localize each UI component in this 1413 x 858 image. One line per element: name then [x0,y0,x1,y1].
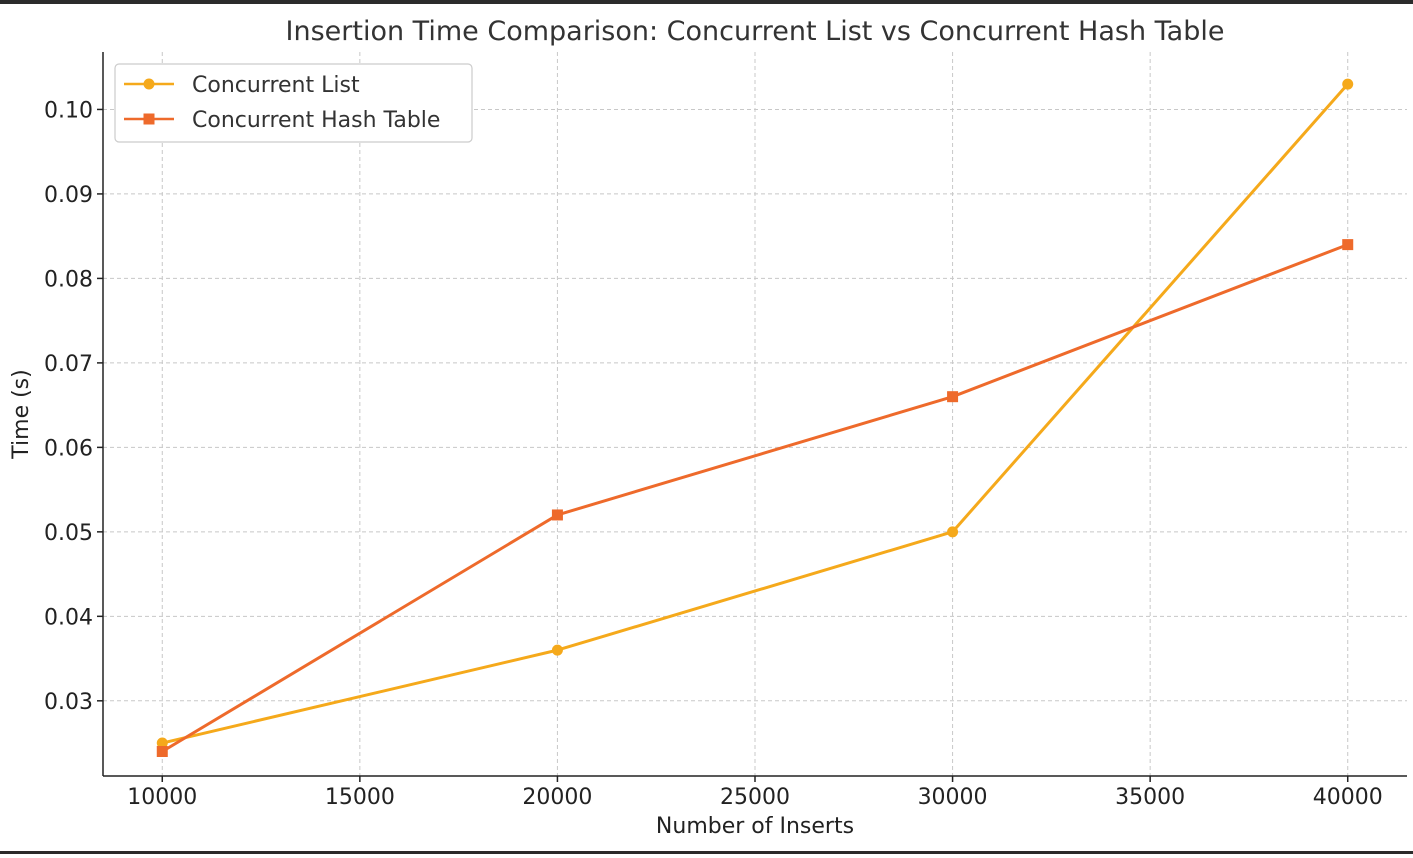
legend-marker-concurrent-list [143,78,155,90]
x-axis-ticks: 10000 15000 20000 25000 30000 35000 40000 [127,776,1383,810]
legend-label-concurrent-hash-table: Concurrent Hash Table [192,108,440,133]
x-tick-label: 40000 [1313,785,1383,810]
series-concurrent-list [156,78,1354,749]
x-tick-label: 10000 [127,785,197,810]
x-tick-label: 15000 [325,785,395,810]
data-point-concurrent-hash-table [947,391,959,403]
grid [103,52,1407,776]
legend-label-concurrent-list: Concurrent List [192,73,360,98]
x-tick-label: 25000 [720,785,790,810]
y-tick-label: 0.03 [44,690,93,715]
y-tick-label: 0.06 [44,436,93,461]
data-point-concurrent-list [947,526,959,538]
y-tick-label: 0.08 [44,267,93,292]
legend-marker-concurrent-hash-table [143,113,155,125]
x-tick-label: 35000 [1115,785,1185,810]
x-tick-label: 30000 [918,785,988,810]
series [156,78,1354,758]
y-tick-label: 0.04 [44,605,93,630]
data-point-concurrent-list [551,644,563,656]
data-point-concurrent-hash-table [156,746,168,758]
y-tick-label: 0.05 [44,521,93,546]
y-tick-label: 0.10 [44,98,93,123]
series-line-concurrent-list [161,83,1349,745]
chart-title: Insertion Time Comparison: Concurrent Li… [286,16,1225,47]
data-point-concurrent-hash-table [551,509,563,521]
data-point-concurrent-list [1342,78,1354,90]
top-frame-bar [0,0,1413,4]
legend-box [114,63,473,143]
y-axis-label: Time (s) [9,369,34,459]
x-axis-label: Number of Inserts [656,814,854,839]
data-point-concurrent-list [156,737,168,749]
series-concurrent-hash-table [156,239,1354,758]
y-axis-ticks: 0.03 0.04 0.05 0.06 0.07 0.08 0.09 0.10 [44,98,103,715]
data-point-concurrent-hash-table [1342,239,1354,251]
x-tick-label: 20000 [522,785,592,810]
y-tick-label: 0.09 [44,183,93,208]
bottom-frame-bar [0,851,1413,854]
y-tick-label: 0.07 [44,352,93,377]
series-line-concurrent-hash-table [161,243,1349,753]
legend: Concurrent List Concurrent Hash Table [114,63,473,143]
